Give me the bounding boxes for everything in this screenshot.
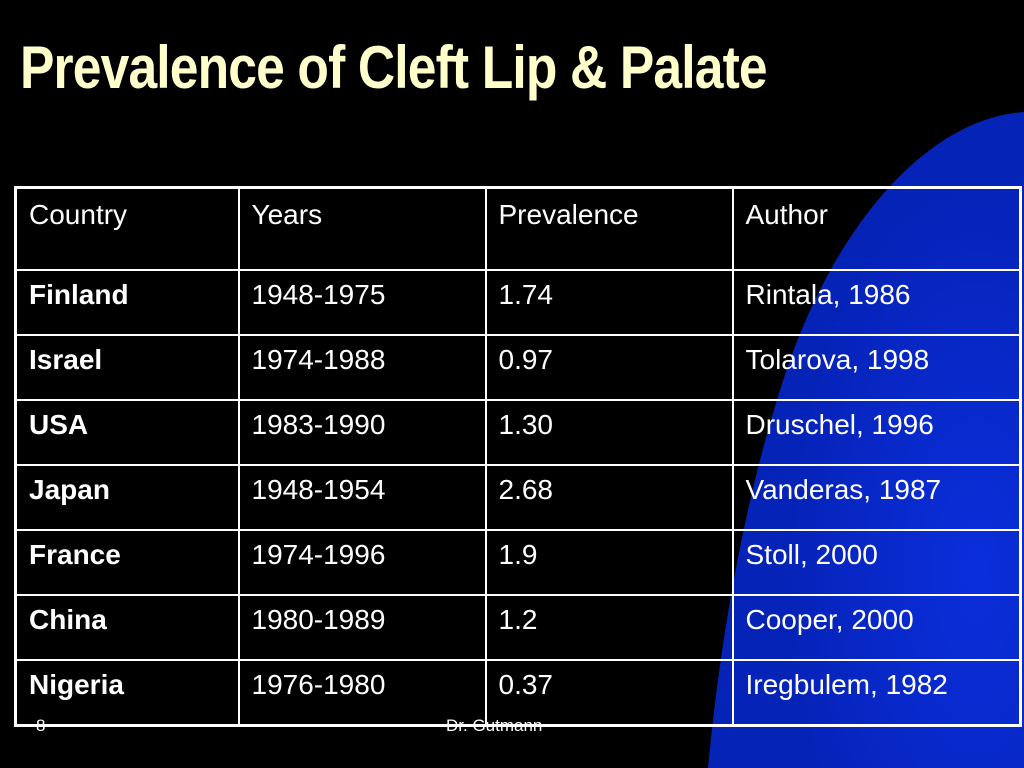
- column-header-prevalence: Prevalence: [484, 186, 734, 271]
- prevalence-table: Country Years Prevalence Author Finland …: [14, 186, 1022, 727]
- slide-number: 8: [36, 716, 46, 735]
- years-cell: 1980-1989: [237, 594, 487, 661]
- prevalence-cell: 1.2: [484, 594, 734, 661]
- author-cell: Stoll, 2000: [731, 529, 1022, 596]
- years-cell: 1948-1954: [237, 464, 487, 531]
- prevalence-table-container: Country Years Prevalence Author Finland …: [14, 186, 1022, 727]
- table-row: Finland 1948-1975 1.74 Rintala, 1986: [14, 269, 1022, 336]
- prevalence-cell: 0.37: [484, 659, 734, 727]
- table-row: Nigeria 1976-1980 0.37 Iregbulem, 1982: [14, 659, 1022, 727]
- author-cell: Cooper, 2000: [731, 594, 1022, 661]
- table-header-row: Country Years Prevalence Author: [14, 186, 1022, 271]
- country-cell: China: [14, 594, 240, 661]
- years-cell: 1974-1996: [237, 529, 487, 596]
- country-cell: Finland: [14, 269, 240, 336]
- column-header-country: Country: [14, 186, 240, 271]
- prevalence-cell: 1.30: [484, 399, 734, 466]
- prevalence-cell: 2.68: [484, 464, 734, 531]
- author-cell: Iregbulem, 1982: [731, 659, 1022, 727]
- author-cell: Druschel, 1996: [731, 399, 1022, 466]
- footer-author: Dr. Gutmann: [446, 716, 543, 735]
- years-cell: 1974-1988: [237, 334, 487, 401]
- table-row: China 1980-1989 1.2 Cooper, 2000: [14, 594, 1022, 661]
- slide-title: Prevalence of Cleft Lip & Palate: [20, 34, 768, 101]
- country-cell: France: [14, 529, 240, 596]
- country-cell: USA: [14, 399, 240, 466]
- column-header-years: Years: [237, 186, 487, 271]
- country-cell: Israel: [14, 334, 240, 401]
- years-cell: 1948-1975: [237, 269, 487, 336]
- table-row: USA 1983-1990 1.30 Druschel, 1996: [14, 399, 1022, 466]
- author-cell: Rintala, 1986: [731, 269, 1022, 336]
- author-cell: Tolarova, 1998: [731, 334, 1022, 401]
- table-row: Japan 1948-1954 2.68 Vanderas, 1987: [14, 464, 1022, 531]
- column-header-author: Author: [731, 186, 1022, 271]
- prevalence-cell: 1.74: [484, 269, 734, 336]
- table-row: Israel 1974-1988 0.97 Tolarova, 1998: [14, 334, 1022, 401]
- years-cell: 1983-1990: [237, 399, 487, 466]
- table-row: France 1974-1996 1.9 Stoll, 2000: [14, 529, 1022, 596]
- country-cell: Nigeria: [14, 659, 240, 727]
- author-cell: Vanderas, 1987: [731, 464, 1022, 531]
- prevalence-cell: 1.9: [484, 529, 734, 596]
- prevalence-cell: 0.97: [484, 334, 734, 401]
- country-cell: Japan: [14, 464, 240, 531]
- years-cell: 1976-1980: [237, 659, 487, 727]
